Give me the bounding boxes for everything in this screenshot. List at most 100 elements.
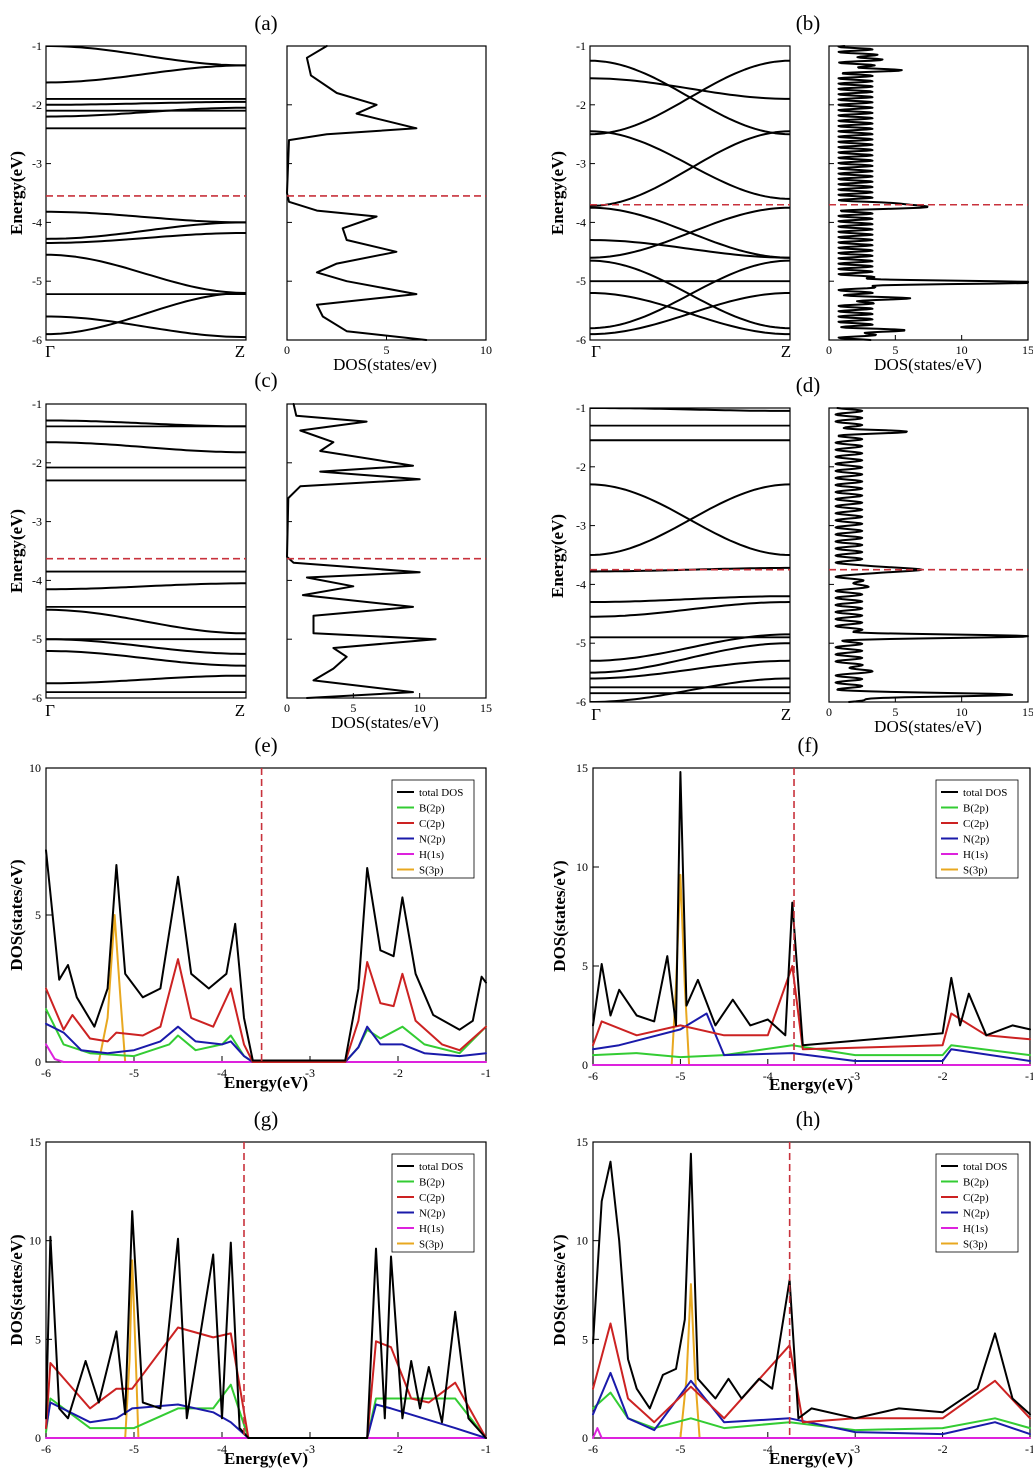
axes-frame	[45, 45, 247, 341]
band-lines	[46, 419, 246, 694]
pdos-plot: -6 -5 -4 -3 -2 -1 0 5 10 total DOS B(2p) C(2p) N(2p)…	[29, 761, 491, 1080]
x-tick-label: -5	[129, 1066, 139, 1080]
y-tick-label: -6	[576, 333, 586, 347]
band-ylabel: Energy(eV)	[7, 509, 26, 593]
y-tick-label: -3	[32, 515, 42, 529]
k-label-z: Z	[235, 342, 245, 361]
series-line	[670, 873, 1031, 1066]
panel-e: (e) -6 -5 -4 -3 -2 -1 0 5 10 total DOS B(2p) C(2p) N…	[7, 733, 491, 1092]
band-ylabel: Energy(eV)	[548, 514, 567, 598]
dos-xlabel: DOS(states/ev)	[333, 355, 437, 374]
y-tick-label: -4	[576, 215, 586, 229]
band-ylabel: Energy(eV)	[7, 151, 26, 235]
band-line	[590, 130, 790, 200]
dos-xlabel: DOS(states/eV)	[874, 717, 982, 736]
legend-label: C(2p)	[419, 1192, 445, 1204]
legend-label: N(2p)	[963, 1208, 990, 1220]
x-tick-label: -6	[41, 1442, 51, 1456]
x-tick-label: -1	[481, 1066, 491, 1080]
legend-label: C(2p)	[419, 818, 445, 830]
band-line	[46, 650, 246, 667]
y-tick-label: 5	[35, 1332, 41, 1346]
y-tick-label: -6	[576, 695, 586, 709]
legend-label: B(2p)	[419, 803, 445, 815]
y-tick-label: 15	[29, 1135, 41, 1149]
band-line	[590, 483, 790, 556]
band-line	[590, 130, 790, 207]
x-tick-label: 15	[1022, 705, 1033, 719]
legend: total DOS B(2p) C(2p) N(2p) H(1s) S(3p)	[391, 779, 475, 879]
band-line	[46, 441, 246, 454]
band-line	[590, 642, 790, 674]
legend-frame	[391, 1153, 475, 1253]
dos-plot: 0 5 10 15	[826, 45, 1033, 357]
dos-curve	[834, 407, 1029, 703]
pdos-xlabel: Energy(eV)	[769, 1449, 853, 1468]
panel-label: (f)	[798, 733, 819, 757]
panel-label: (h)	[796, 1107, 821, 1131]
pdos-xlabel: Energy(eV)	[769, 1075, 853, 1094]
series-line	[592, 1322, 1031, 1424]
x-tick-label: -2	[393, 1066, 403, 1080]
y-tick-label: -5	[576, 274, 586, 288]
legend-label: total DOS	[419, 1161, 463, 1173]
dos-curve	[837, 45, 1029, 341]
band-plot: -1 -2 -3 -4 -5 -6	[576, 39, 791, 347]
y-tick-label: -6	[32, 333, 42, 347]
x-tick-label: 15	[480, 701, 492, 715]
x-tick-label: -4	[763, 1442, 773, 1456]
y-tick-label: 0	[35, 1431, 41, 1445]
pdos-plot: -6 -5 -4 -3 -2 -1 0 5 10 15 total DOS B(2p) C(2p) N(2…	[576, 1135, 1033, 1456]
band-line	[590, 601, 790, 618]
k-label-z: Z	[781, 342, 791, 361]
axes-frame	[828, 45, 1029, 341]
legend-label: N(2p)	[419, 834, 446, 846]
y-tick-label: 5	[582, 959, 588, 973]
x-tick-label: -1	[481, 1442, 491, 1456]
x-tick-label: -2	[938, 1069, 948, 1083]
x-tick-label: 0	[284, 701, 290, 715]
panel-label: (g)	[254, 1107, 279, 1131]
x-tick-label: -2	[938, 1442, 948, 1456]
k-label-gamma: Γ	[45, 701, 55, 720]
axes-frame	[828, 407, 1029, 703]
panel-label: (e)	[254, 733, 277, 757]
legend-label: total DOS	[419, 787, 463, 799]
legend-frame	[391, 779, 475, 879]
series-line	[45, 1383, 487, 1439]
legend-label: H(1s)	[963, 849, 988, 861]
legend-label: H(1s)	[419, 1223, 444, 1235]
panel-label: (c)	[254, 368, 277, 392]
x-tick-label: -3	[305, 1066, 315, 1080]
y-tick-label: 10	[29, 1234, 41, 1248]
y-tick-label: -1	[32, 397, 42, 411]
panel-d: (d) Energy(eV) -1 -2 -3 -4 -5 -6 0 5 10 15 Γ Z D…	[548, 373, 1033, 736]
dos-curve	[286, 45, 428, 341]
x-tick-label: -6	[588, 1442, 598, 1456]
y-tick-label: -4	[32, 215, 42, 229]
series-line	[679, 1283, 1031, 1439]
x-tick-label: -5	[129, 1442, 139, 1456]
x-tick-label: -4	[217, 1066, 227, 1080]
band-line	[590, 206, 790, 259]
band-line	[46, 638, 246, 655]
series-line	[592, 1152, 1031, 1420]
band-line	[46, 253, 246, 294]
legend-label: B(2p)	[963, 1177, 989, 1189]
band-line	[46, 232, 246, 244]
band-line	[590, 595, 790, 603]
dos-plot: 0 5 10 15	[826, 407, 1033, 719]
band-plot: -1 -2 -3 -4 -5 -6	[32, 397, 247, 705]
x-tick-label: 10	[956, 705, 968, 719]
y-tick-label: -6	[32, 691, 42, 705]
x-tick-label: -3	[850, 1442, 860, 1456]
panel-b: (b) Energy(eV) -1 -2 -3 -4 -5 -6 0 5 10 15 Γ Z D…	[548, 11, 1033, 374]
panel-label: (b)	[796, 11, 821, 35]
y-tick-label: -5	[32, 274, 42, 288]
x-tick-label: 0	[826, 343, 832, 357]
band-plot: -1 -2 -3 -4 -5 -6	[576, 401, 791, 709]
legend-label: C(2p)	[963, 818, 989, 830]
legend-label: S(3p)	[419, 865, 444, 877]
legend-label: total DOS	[963, 787, 1007, 799]
